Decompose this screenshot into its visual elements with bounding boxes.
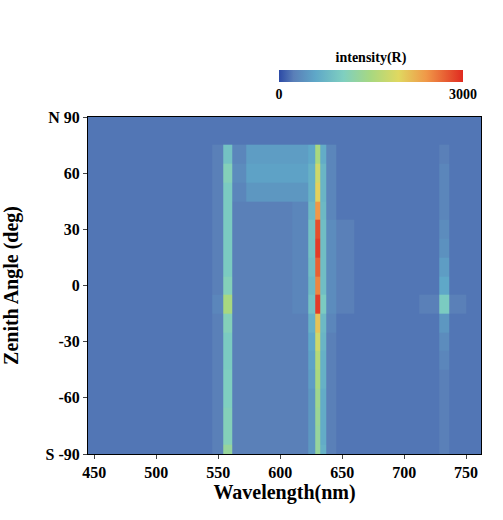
svg-text:-30: -30 [58,333,79,350]
svg-text:500: 500 [144,464,168,481]
svg-text:0: 0 [72,277,80,294]
svg-text:3000: 3000 [449,87,477,102]
svg-text:Zenith Angle (deg): Zenith Angle (deg) [0,206,23,365]
svg-text:S -90: S -90 [46,446,80,463]
svg-text:650: 650 [330,464,354,481]
svg-text:N 90: N 90 [48,109,80,126]
svg-text:600: 600 [268,464,292,481]
svg-text:0: 0 [275,87,282,102]
svg-text:450: 450 [82,464,106,481]
svg-text:Wavelength(nm): Wavelength(nm) [213,481,355,504]
svg-text:700: 700 [392,464,416,481]
svg-text:intensity(R): intensity(R) [336,50,407,66]
svg-text:550: 550 [206,464,230,481]
svg-text:60: 60 [64,165,80,182]
svg-text:-60: -60 [58,389,79,406]
svg-text:750: 750 [454,464,478,481]
svg-text:30: 30 [64,221,80,238]
